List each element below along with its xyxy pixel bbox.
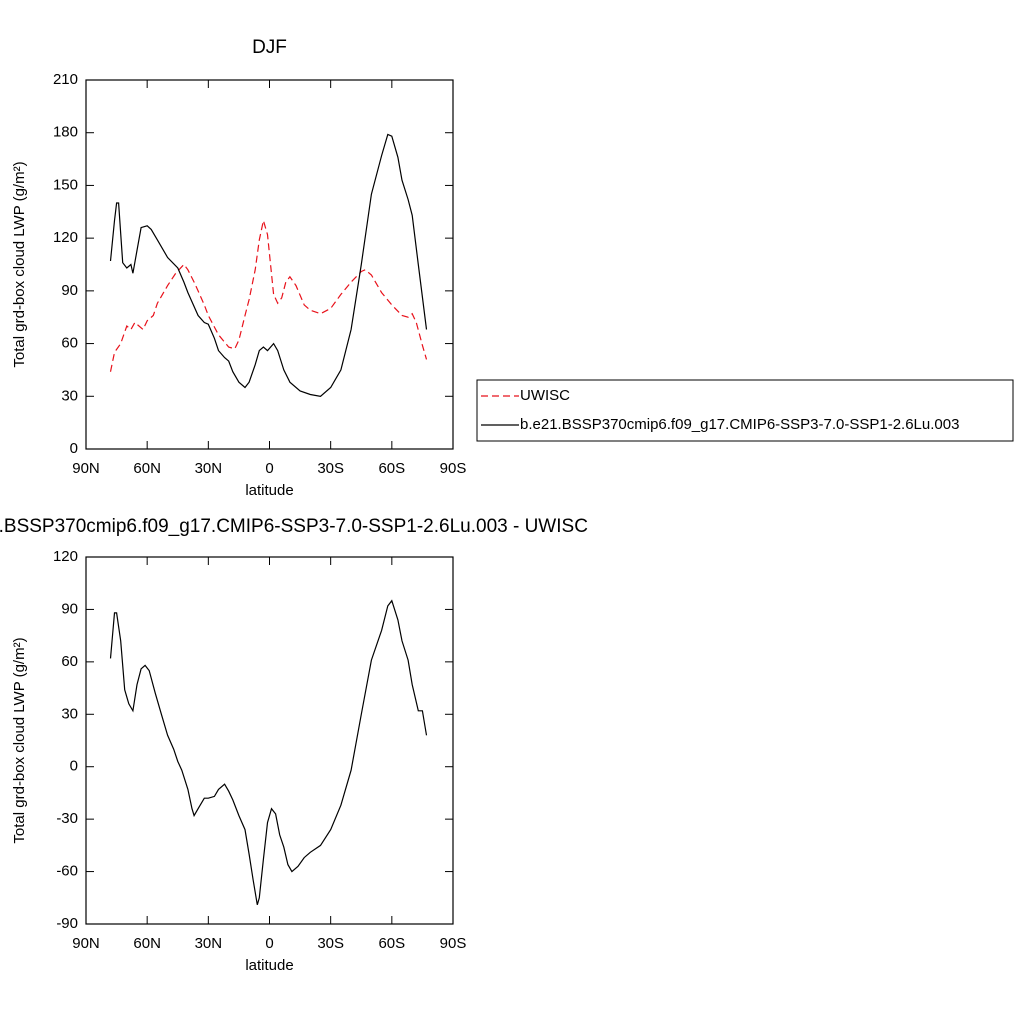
y-tick-label: 0 [70,440,78,457]
x-axis-label: latitude [245,957,293,974]
plot-frame [85,79,454,450]
x-tick-label: 30N [195,460,223,477]
y-axis-label: Total grd-box cloud LWP (g/m²) [11,637,28,843]
legend-box [476,379,1014,442]
y-tick-label: -90 [56,915,78,932]
y-tick-label: -30 [56,810,78,827]
series-line [109,599,428,905]
y-tick-label: 30 [61,387,78,404]
chart-title: b.e21.BSSP370cmip6.f09_g17.CMIP6-SSP3-7.… [0,516,588,537]
y-tick-label: 150 [53,176,78,193]
y-tick-label: 120 [53,229,78,246]
chart-title: DJF [252,37,287,58]
y-tick-label: 90 [61,600,78,617]
series-line [109,220,428,372]
y-tick-label: 120 [53,548,78,565]
legend-label: b.e21.BSSP370cmip6.f09_g17.CMIP6-SSP3-7.… [520,416,959,433]
x-tick-label: 90N [72,935,100,952]
legend: UWISC b.e21.BSSP370cmip6.f09_g17.CMIP6-SS… [476,379,1014,442]
y-tick-label: 180 [53,124,78,141]
x-axis-label: latitude [245,482,293,499]
x-tick-label: 30N [195,935,223,952]
x-tick-label: 30S [317,935,344,952]
x-tick-label: 60S [378,460,405,477]
x-tick-label: 0 [265,460,273,477]
y-axis-label: Total grd-box cloud LWP (g/m²) [11,161,28,367]
y-tick-label: 0 [70,758,78,775]
y-tick-label: 90 [61,282,78,299]
x-tick-label: 60N [133,935,161,952]
series-line [109,133,428,397]
y-tick-label: 60 [61,653,78,670]
y-tick-label: 210 [53,71,78,88]
x-tick-label: 90N [72,460,100,477]
x-tick-label: 90S [440,935,467,952]
plot-frame [85,556,454,925]
y-tick-label: 60 [61,335,78,352]
x-tick-label: 60N [133,460,161,477]
x-tick-label: 60S [378,935,405,952]
y-tick-label: -60 [56,863,78,880]
legend-label: UWISC [520,387,570,404]
x-tick-label: 30S [317,460,344,477]
y-tick-label: 30 [61,705,78,722]
x-tick-label: 0 [265,935,273,952]
x-tick-label: 90S [440,460,467,477]
